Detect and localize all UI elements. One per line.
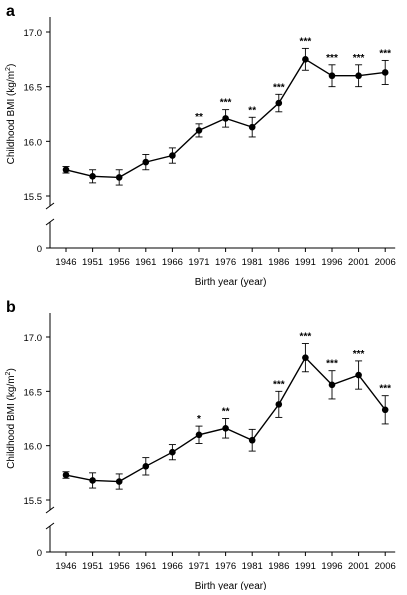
x-tick-label: 1961: [135, 561, 156, 572]
x-tick-label: 1956: [109, 257, 130, 268]
data-point: [89, 173, 96, 180]
x-tick-label: 2001: [348, 561, 369, 572]
significance-label: **: [248, 105, 256, 116]
y-tick-label: 15.5: [24, 192, 43, 203]
y-tick-label: 16.0: [24, 137, 43, 148]
x-axis-label: Birth year (year): [195, 277, 267, 288]
significance-label: ***: [379, 384, 391, 395]
axis-break-mark: [45, 506, 55, 514]
data-point: [328, 381, 336, 389]
data-point: [355, 72, 362, 80]
significance-label: ***: [326, 359, 338, 370]
y-axis-label-sup: 2: [5, 371, 12, 375]
significance-label: ***: [273, 82, 285, 93]
x-tick-label: 1966: [162, 561, 183, 572]
data-point: [142, 463, 150, 470]
y-axis-label-tail: ): [6, 368, 17, 371]
data-point: [222, 115, 229, 122]
x-axis-label: Birth year (year): [195, 581, 267, 590]
x-tick-label: 1956: [109, 561, 130, 572]
data-point: [302, 56, 309, 63]
x-tick-label: 2006: [375, 257, 396, 268]
panel-label: a: [6, 3, 15, 20]
data-point: [195, 431, 203, 439]
x-tick-label: 1981: [242, 257, 263, 268]
data-point: [275, 401, 283, 408]
significance-label: **: [195, 112, 203, 123]
panel-b: b 0 15.5 16.0 16.5 17.0 Childhood BMI (kg/m2) 1…: [5, 299, 396, 592]
significance-label: ***: [273, 379, 285, 390]
significance-label: **: [222, 407, 230, 418]
panel-a: a 0 15.5 16.0 16.5 17.0 Childhood BMI (kg/m2) 1…: [5, 3, 396, 288]
data-point: [89, 477, 96, 484]
data-point: [328, 72, 336, 80]
y-axis-label: Childhood BMI (kg/m2): [5, 368, 17, 469]
data-point: [248, 123, 256, 131]
data-point: [169, 152, 176, 159]
significance-label: *: [197, 414, 201, 425]
y-tick-label: 0: [37, 548, 42, 559]
y-axis-label-sup: 2: [5, 67, 12, 71]
data-point: [222, 424, 229, 432]
y-axis-label-main: Childhood BMI (kg/m: [6, 375, 17, 468]
x-tick-label: 1976: [215, 257, 236, 268]
significance-label: ***: [353, 53, 365, 64]
y-tick-label: 16.0: [24, 442, 43, 453]
y-tick-label: 17.0: [24, 28, 43, 39]
x-tick-label: 1986: [268, 561, 289, 572]
significance-label: ***: [300, 332, 312, 343]
panel-label: b: [6, 299, 16, 316]
y-tick-label: 0: [37, 244, 42, 255]
x-tick-label: 1946: [55, 257, 76, 268]
x-tick-label: 1991: [295, 561, 316, 572]
x-tick-label: 1996: [321, 561, 342, 572]
x-tick-label: 1951: [82, 257, 103, 268]
axis-break-mark: [45, 202, 55, 210]
data-point: [275, 99, 283, 107]
x-tick-label: 1971: [188, 561, 209, 572]
x-tick-label: 1971: [188, 257, 209, 268]
data-point: [381, 69, 389, 76]
significance-label: ***: [326, 53, 338, 64]
axis-break-mark: [45, 218, 55, 226]
data-point: [381, 406, 389, 414]
significance-label: ***: [300, 36, 312, 47]
data-point: [115, 174, 123, 181]
axis-break-mark: [45, 522, 55, 530]
x-tick-label: 1966: [162, 257, 183, 268]
data-point: [248, 436, 256, 444]
significance-label: ***: [220, 98, 232, 109]
data-point: [142, 158, 150, 166]
data-point: [195, 127, 203, 134]
y-tick-label: 17.0: [24, 333, 43, 344]
y-tick-label: 15.5: [24, 496, 43, 507]
x-tick-label: 2006: [375, 561, 396, 572]
x-tick-label: 1961: [135, 257, 156, 268]
x-tick-label: 2001: [348, 257, 369, 268]
x-tick-label: 1991: [295, 257, 316, 268]
data-point: [302, 354, 309, 361]
y-axis-label-tail: ): [6, 64, 17, 67]
y-axis-label: Childhood BMI (kg/m2): [5, 64, 17, 165]
y-tick-label: 16.5: [24, 387, 43, 398]
data-point: [62, 471, 70, 479]
x-tick-label: 1996: [321, 257, 342, 268]
data-point: [169, 448, 176, 456]
x-tick-label: 1976: [215, 561, 236, 572]
x-tick-label: 1946: [55, 561, 76, 572]
data-point: [115, 478, 123, 485]
data-point: [62, 166, 70, 174]
y-axis-label-main: Childhood BMI (kg/m: [6, 71, 17, 164]
x-tick-label: 1951: [82, 561, 103, 572]
x-tick-label: 1981: [242, 561, 263, 572]
x-tick-label: 1986: [268, 257, 289, 268]
y-tick-label: 16.5: [24, 83, 43, 94]
significance-label: ***: [353, 349, 365, 360]
data-point: [355, 371, 362, 379]
significance-label: ***: [379, 48, 391, 59]
